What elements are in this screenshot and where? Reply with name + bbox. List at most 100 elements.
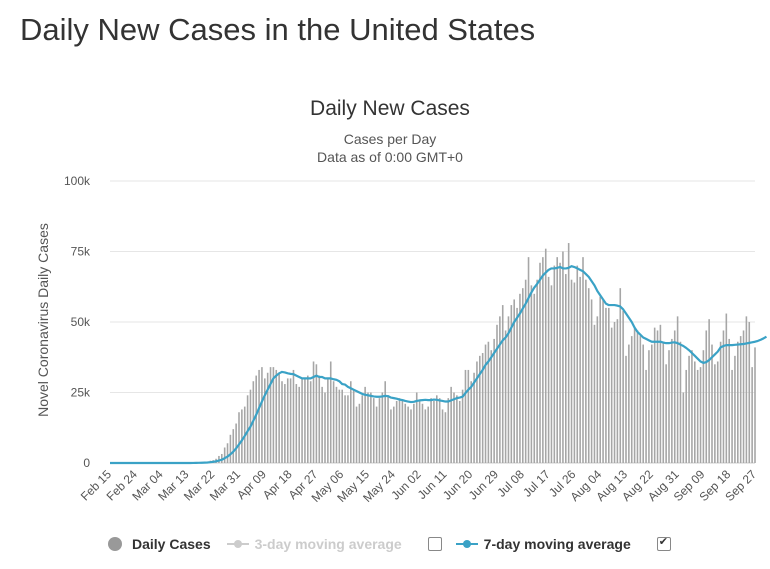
daily-case-bar[interactable] xyxy=(636,330,639,463)
daily-case-bar[interactable] xyxy=(659,324,662,463)
daily-case-bar[interactable] xyxy=(610,327,613,463)
daily-case-bar[interactable] xyxy=(344,395,346,463)
daily-case-bar[interactable] xyxy=(321,386,323,463)
daily-case-bar[interactable] xyxy=(235,423,237,463)
daily-case-bar[interactable] xyxy=(737,341,739,463)
daily-case-bar[interactable] xyxy=(539,262,541,463)
daily-case-bar[interactable] xyxy=(524,279,527,463)
daily-case-bar[interactable] xyxy=(593,324,596,463)
daily-case-bar[interactable] xyxy=(266,372,269,463)
daily-case-bar[interactable] xyxy=(630,336,633,463)
daily-case-bar[interactable] xyxy=(691,350,693,463)
daily-case-bar[interactable] xyxy=(490,350,493,463)
daily-case-bar[interactable] xyxy=(238,412,240,463)
daily-case-bar[interactable] xyxy=(596,316,599,463)
daily-case-bar[interactable] xyxy=(708,319,710,463)
daily-case-bar[interactable] xyxy=(579,276,581,463)
daily-case-bar[interactable] xyxy=(444,412,447,463)
daily-case-bar[interactable] xyxy=(370,392,372,464)
daily-case-bar[interactable] xyxy=(493,338,495,463)
daily-case-bar[interactable] xyxy=(387,395,389,463)
daily-case-bar[interactable] xyxy=(410,409,412,463)
daily-case-bar[interactable] xyxy=(355,406,358,463)
daily-case-bar[interactable] xyxy=(496,324,498,463)
daily-case-bar[interactable] xyxy=(516,307,518,463)
daily-case-bar[interactable] xyxy=(241,409,243,463)
daily-case-bar[interactable] xyxy=(513,299,515,463)
daily-case-bar[interactable] xyxy=(682,392,685,464)
daily-case-bar[interactable] xyxy=(714,364,716,463)
daily-case-bar[interactable] xyxy=(341,389,343,463)
daily-case-bar[interactable] xyxy=(378,398,381,463)
daily-case-bar[interactable] xyxy=(458,400,461,463)
daily-case-bar[interactable] xyxy=(269,367,272,463)
daily-case-bar[interactable] xyxy=(415,392,418,464)
daily-case-bar[interactable] xyxy=(450,386,452,463)
daily-case-bar[interactable] xyxy=(499,316,501,463)
daily-case-bar[interactable] xyxy=(223,447,226,463)
daily-case-bar[interactable] xyxy=(461,389,464,463)
daily-case-bar[interactable] xyxy=(430,398,432,463)
daily-case-bar[interactable] xyxy=(582,257,584,463)
legend-7day-avg[interactable]: 7-day moving average xyxy=(455,536,631,552)
daily-case-bar[interactable] xyxy=(464,369,467,463)
daily-case-bar[interactable] xyxy=(533,293,536,463)
daily-case-bar[interactable] xyxy=(232,429,235,463)
avg7-checkbox[interactable] xyxy=(656,535,671,551)
daily-case-bar[interactable] xyxy=(696,369,699,463)
daily-case-bar[interactable] xyxy=(613,322,616,463)
daily-case-bar[interactable] xyxy=(653,327,656,463)
daily-case-bar[interactable] xyxy=(565,274,567,463)
daily-case-bar[interactable] xyxy=(226,443,229,463)
daily-case-bar[interactable] xyxy=(662,341,665,463)
daily-case-bar[interactable] xyxy=(407,406,409,463)
daily-case-bar[interactable] xyxy=(671,338,673,463)
daily-case-bar[interactable] xyxy=(441,409,444,463)
daily-case-bar[interactable] xyxy=(304,378,306,463)
daily-case-bar[interactable] xyxy=(436,395,438,463)
daily-case-bar[interactable] xyxy=(507,316,510,463)
daily-case-bar[interactable] xyxy=(705,330,708,463)
daily-case-bar[interactable] xyxy=(404,403,407,463)
daily-case-bar[interactable] xyxy=(433,400,435,463)
daily-case-bar[interactable] xyxy=(628,344,630,463)
daily-case-bar[interactable] xyxy=(272,367,275,463)
daily-case-bar[interactable] xyxy=(553,265,556,463)
daily-case-bar[interactable] xyxy=(731,369,733,463)
daily-case-bar[interactable] xyxy=(390,409,392,463)
daily-case-bar[interactable] xyxy=(335,386,338,463)
daily-case-bar[interactable] xyxy=(544,248,547,463)
daily-case-bar[interactable] xyxy=(284,384,286,463)
daily-case-bar[interactable] xyxy=(367,392,369,464)
daily-case-bar[interactable] xyxy=(453,392,455,464)
daily-case-bar[interactable] xyxy=(559,262,561,463)
daily-case-bar[interactable] xyxy=(309,381,312,463)
daily-case-bar[interactable] xyxy=(585,279,587,463)
daily-case-bar[interactable] xyxy=(298,386,300,463)
daily-case-bar[interactable] xyxy=(694,361,696,463)
daily-case-bar[interactable] xyxy=(527,257,530,463)
daily-case-bar[interactable] xyxy=(372,398,375,463)
daily-case-bar[interactable] xyxy=(447,398,450,463)
daily-case-bar[interactable] xyxy=(576,265,579,463)
daily-case-bar[interactable] xyxy=(748,322,751,463)
daily-case-bar[interactable] xyxy=(685,369,687,463)
daily-case-bar[interactable] xyxy=(728,338,730,463)
daily-case-bar[interactable] xyxy=(470,381,472,463)
daily-case-bar[interactable] xyxy=(570,279,573,463)
daily-case-bar[interactable] xyxy=(481,353,484,463)
daily-case-bar[interactable] xyxy=(754,347,756,463)
daily-case-bar[interactable] xyxy=(676,316,679,463)
daily-case-bar[interactable] xyxy=(719,341,722,463)
legend-daily-cases[interactable]: Daily Cases xyxy=(108,536,211,552)
daily-case-bar[interactable] xyxy=(639,336,642,463)
daily-case-bar[interactable] xyxy=(547,276,550,463)
legend-3day-avg[interactable]: 3-day moving average xyxy=(226,536,402,552)
daily-case-bar[interactable] xyxy=(562,251,564,464)
daily-case-bar[interactable] xyxy=(292,369,295,463)
daily-case-bar[interactable] xyxy=(295,384,298,463)
daily-case-bar[interactable] xyxy=(587,288,590,463)
daily-case-bar[interactable] xyxy=(421,403,424,463)
daily-case-bar[interactable] xyxy=(229,434,232,463)
daily-case-bar[interactable] xyxy=(739,336,742,463)
